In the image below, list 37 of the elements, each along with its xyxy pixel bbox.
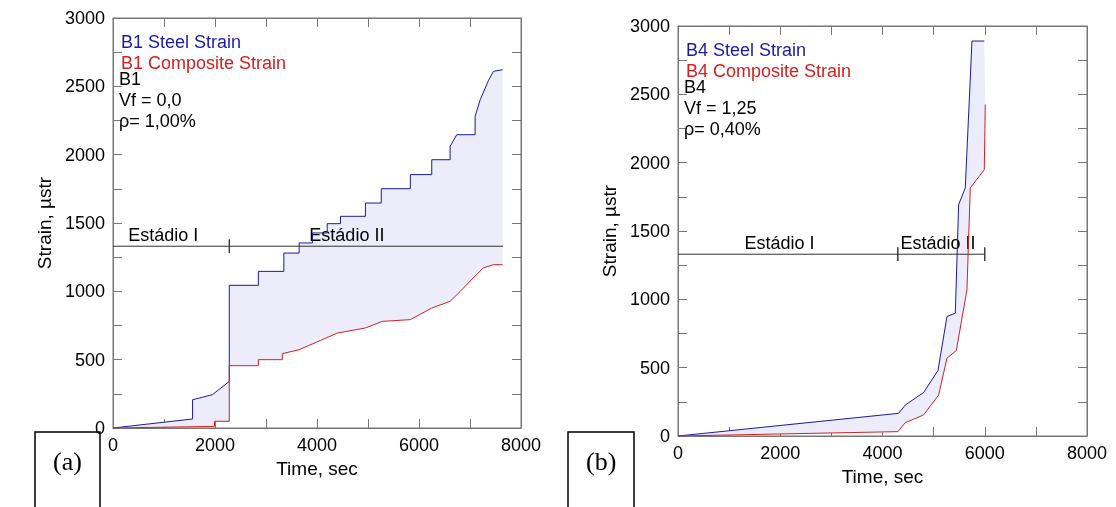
annotation: Vf = 1,25 [684, 98, 757, 118]
annotation: Vf = 0,0 [119, 90, 182, 110]
annotation: Estádio I [128, 225, 199, 246]
x-tick-label: 8000 [500, 435, 542, 455]
y-tick-label: 500 [639, 357, 670, 378]
x-tick-label: 4000 [862, 443, 903, 463]
x-tick-label: 4000 [296, 435, 338, 455]
text: B1 Steel Strain [121, 32, 242, 52]
y-axis-title: Strain, µstr [34, 176, 56, 270]
x-tick-label: 2000 [194, 435, 236, 455]
annotation: Estádio I [744, 233, 815, 254]
x-axis-title: Time, sec [841, 465, 924, 487]
annotation: ρ= 1,00% [119, 111, 196, 131]
x-tick-label: 0 [107, 435, 119, 455]
text: (b) [586, 446, 617, 476]
x-tick-label: 8000 [1066, 443, 1108, 463]
line-series [112, 264, 504, 429]
x-tick-label: 6000 [398, 435, 440, 455]
x-tick-label: 2000 [760, 443, 801, 463]
y-tick-label: 1500 [629, 221, 670, 241]
y-tick-label: 3000 [64, 8, 105, 28]
x-tick-label: 6000 [964, 443, 1005, 463]
y-tick-label: 1000 [629, 289, 670, 310]
y-tick-label: 2500 [629, 84, 670, 105]
y-tick-label: 1000 [64, 281, 105, 302]
y-tick-label: 1500 [64, 213, 105, 233]
text: B4 Steel Strain [686, 40, 807, 60]
y-tick-label: 2000 [64, 144, 105, 165]
annotation: ρ= 0,40% [684, 119, 761, 139]
y-tick-label: 2500 [64, 76, 105, 97]
x-tick-label: 0 [672, 443, 684, 463]
y-tick-label: 3000 [629, 16, 670, 36]
x-axis-title: Time, sec [276, 457, 358, 479]
y-tick-label: 2000 [629, 152, 670, 173]
y-axis-title: Strain, µstr [599, 184, 621, 278]
y-tick-label: 500 [74, 349, 105, 370]
text: (a) [53, 446, 82, 476]
